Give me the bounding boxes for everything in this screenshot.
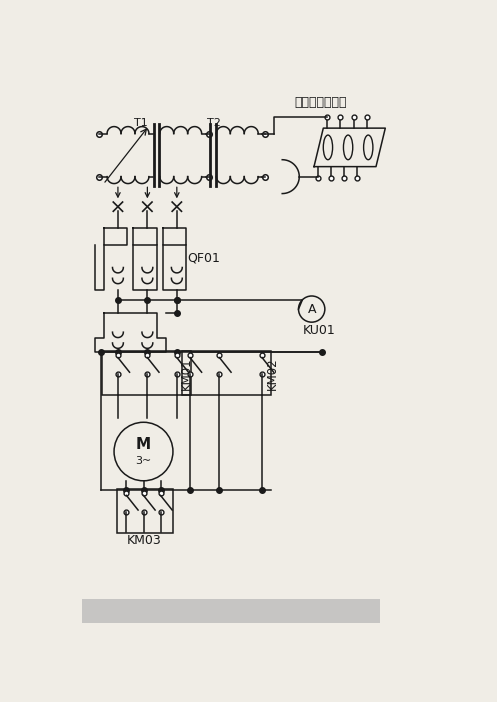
Text: 3~: 3~ [135,456,152,465]
Ellipse shape [324,135,332,159]
Text: T2: T2 [207,118,221,128]
Text: T1: T1 [134,118,148,128]
Text: KM02: KM02 [266,357,279,390]
Text: 电机综合保护器: 电机综合保护器 [295,96,347,110]
Text: QF01: QF01 [188,251,221,265]
Ellipse shape [364,135,373,159]
Text: KU01: KU01 [302,324,335,337]
Text: KM03: KM03 [127,534,162,547]
Text: M: M [136,437,151,452]
Bar [82,599,380,623]
Ellipse shape [343,135,353,159]
Text: A: A [308,303,316,316]
Text: KM01: KM01 [179,357,193,390]
